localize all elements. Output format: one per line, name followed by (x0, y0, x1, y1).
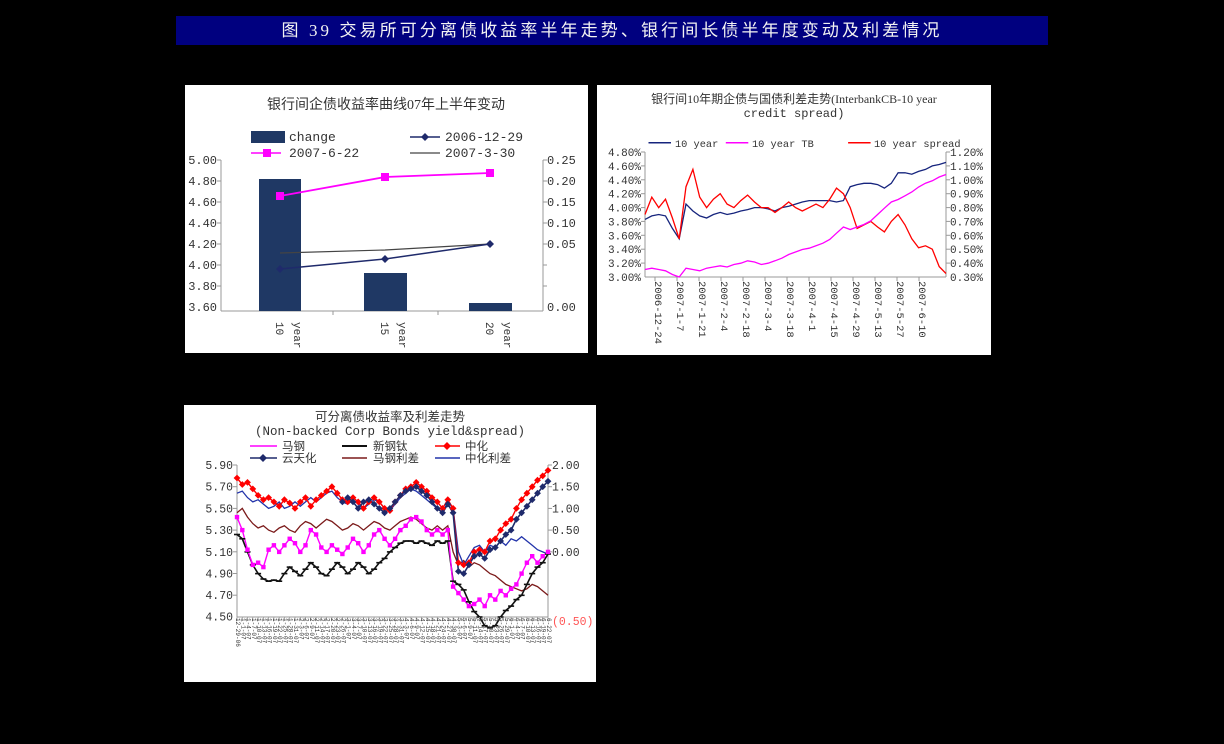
svg-text:中化利差: 中化利差 (465, 451, 511, 466)
svg-text:4.60: 4.60 (188, 196, 217, 210)
svg-text:4.00: 4.00 (188, 259, 217, 273)
svg-text:2007-5-27: 2007-5-27 (893, 281, 905, 338)
svg-text:4.20: 4.20 (188, 238, 217, 252)
svg-text:1.00%: 1.00% (950, 176, 983, 188)
svg-text:0.40%: 0.40% (950, 259, 983, 271)
svg-text:2007-3-4: 2007-3-4 (761, 281, 773, 331)
svg-text:3.00%: 3.00% (608, 273, 641, 285)
svg-text:云天化: 云天化 (282, 451, 317, 466)
svg-text:3.80%: 3.80% (608, 217, 641, 229)
svg-text:4.90: 4.90 (205, 569, 233, 582)
svg-text:10 year spread: 10 year spread (874, 139, 961, 151)
svg-text:(Non-backed Corp Bonds yield&s: (Non-backed Corp Bonds yield&spread) (255, 425, 525, 439)
svg-text:year: year (500, 322, 512, 348)
svg-text:2007-3-18: 2007-3-18 (783, 281, 795, 338)
svg-text:1.20%: 1.20% (950, 148, 983, 160)
svg-text:0.50: 0.50 (552, 525, 580, 538)
svg-text:2007-6-10: 2007-6-10 (915, 281, 927, 338)
svg-text:credit spread): credit spread) (744, 107, 845, 121)
svg-text:year: year (395, 322, 407, 348)
svg-text:马钢: 马钢 (282, 440, 305, 454)
svg-text:0.05: 0.05 (547, 238, 576, 252)
svg-text:2007-5-13: 2007-5-13 (871, 281, 883, 338)
svg-text:2006-12-29: 2006-12-29 (445, 130, 523, 145)
svg-text:2007-4-1: 2007-4-1 (805, 281, 817, 331)
svg-text:银行间10年期企债与国债利差走势(InterbankCB-1: 银行间10年期企债与国债利差走势(InterbankCB-10 year (651, 91, 937, 106)
svg-text:0.90%: 0.90% (950, 190, 983, 202)
svg-text:2007-4-15: 2007-4-15 (827, 281, 839, 338)
svg-text:5.00: 5.00 (188, 154, 217, 168)
svg-text:2007-2-4: 2007-2-4 (717, 281, 729, 331)
svg-text:5.50: 5.50 (205, 503, 233, 516)
svg-text:15: 15 (377, 322, 389, 335)
svg-text:5.90: 5.90 (205, 460, 233, 473)
svg-text:0.30%: 0.30% (950, 273, 983, 285)
svg-text:1.10%: 1.10% (950, 162, 983, 174)
svg-text:4.70: 4.70 (205, 590, 233, 603)
svg-text:(0.50): (0.50) (552, 616, 593, 629)
svg-text:新钢钛: 新钢钛 (373, 439, 408, 454)
svg-text:0.80%: 0.80% (950, 204, 983, 216)
svg-text:2007-1-21: 2007-1-21 (695, 281, 707, 338)
svg-text:0.50%: 0.50% (950, 245, 983, 257)
svg-text:3.60: 3.60 (188, 301, 217, 315)
svg-text:4.80%: 4.80% (608, 148, 641, 160)
svg-text:0.10: 0.10 (547, 217, 576, 231)
svg-text:5.70: 5.70 (205, 482, 233, 495)
svg-text:银行间企债收益率曲线07年上半年变动: 银行间企债收益率曲线07年上半年变动 (267, 96, 505, 113)
svg-text:10 year: 10 year (675, 139, 718, 151)
svg-text:4.50: 4.50 (205, 612, 233, 625)
svg-text:year: year (290, 322, 302, 348)
svg-text:可分离债收益率及利差走势: 可分离债收益率及利差走势 (315, 409, 466, 424)
svg-text:20: 20 (482, 322, 494, 335)
svg-text:4.60%: 4.60% (608, 162, 641, 174)
svg-text:10: 10 (272, 322, 284, 335)
svg-text:0.25: 0.25 (547, 154, 576, 168)
svg-text:0.70%: 0.70% (950, 217, 983, 229)
svg-text:2007-2-18: 2007-2-18 (739, 281, 751, 338)
svg-text:4.20%: 4.20% (608, 190, 641, 202)
svg-text:4.40: 4.40 (188, 217, 217, 231)
svg-text:2007-6-22: 2007-6-22 (289, 146, 359, 161)
svg-text:1.00: 1.00 (552, 503, 580, 516)
svg-text:1.50: 1.50 (552, 482, 580, 495)
svg-text:0.00: 0.00 (547, 301, 576, 315)
svg-text:3.80: 3.80 (188, 280, 217, 294)
svg-text:2007-1-7: 2007-1-7 (673, 281, 685, 331)
svg-text:5.30: 5.30 (205, 525, 233, 538)
svg-text:0.00: 0.00 (552, 547, 580, 560)
svg-text:2006-12-24: 2006-12-24 (651, 281, 663, 344)
svg-text:change: change (289, 130, 336, 145)
svg-text:中化: 中化 (465, 439, 488, 454)
svg-text:3.20%: 3.20% (608, 259, 641, 271)
svg-text:2007-4-29: 2007-4-29 (849, 281, 861, 338)
svg-text:4.00%: 4.00% (608, 204, 641, 216)
svg-text:0.60%: 0.60% (950, 231, 983, 243)
svg-text:2.00: 2.00 (552, 460, 580, 473)
svg-text:4.40%: 4.40% (608, 176, 641, 188)
svg-text:4.80: 4.80 (188, 175, 217, 189)
svg-text:0.20: 0.20 (547, 175, 576, 189)
svg-text:马钢利差: 马钢利差 (373, 451, 419, 466)
svg-text:6-22-07: 6-22-07 (545, 618, 552, 644)
svg-text:3.60%: 3.60% (608, 231, 641, 243)
svg-text:5.10: 5.10 (205, 547, 233, 560)
svg-text:3.40%: 3.40% (608, 245, 641, 257)
svg-text:2007-3-30: 2007-3-30 (445, 146, 515, 161)
svg-text:10 year TB: 10 year TB (752, 139, 814, 151)
svg-text:0.15: 0.15 (547, 196, 576, 210)
